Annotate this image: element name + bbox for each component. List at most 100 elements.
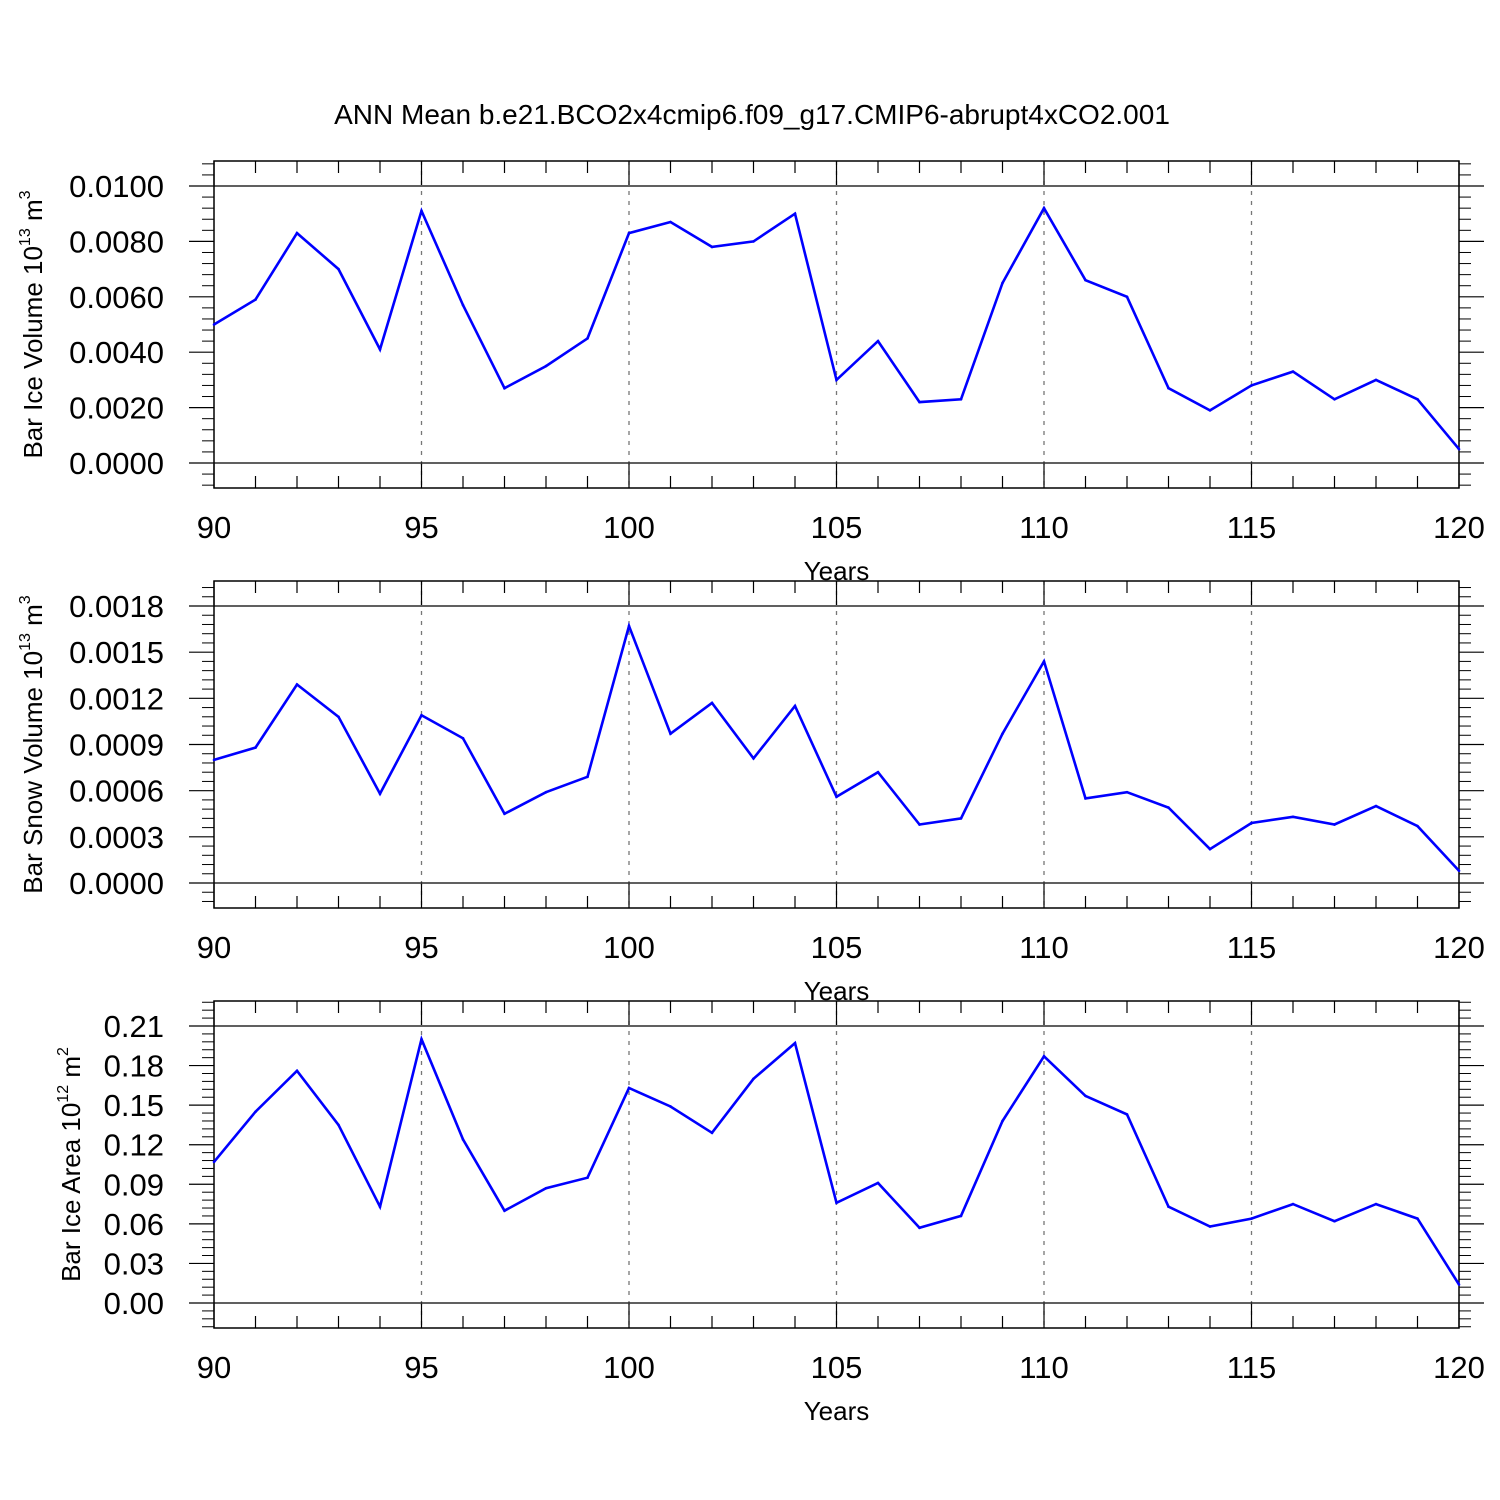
data-point [295, 683, 299, 686]
y-tick-label: 0.0009 [69, 728, 164, 763]
y-axis-title-unit: m [56, 1056, 86, 1085]
y-tick-label: 0.15 [104, 1088, 164, 1123]
data-point [586, 1176, 589, 1179]
data-point [1167, 386, 1170, 390]
chart-title: ANN Mean b.e21.BCO2x4cmip6.f09_g17.CMIP6… [334, 99, 1170, 130]
y-axis-title: Bar Ice Area 1012 m2 [55, 1047, 86, 1282]
y-tick-label: 0.03 [104, 1246, 164, 1281]
data-point [1291, 370, 1295, 373]
y-tick-label: 0.0000 [69, 866, 164, 901]
data-point [1084, 278, 1087, 282]
panel-2: 90 95 100 105 110 115 120Years0.00000.00030.00… [17, 580, 1485, 1006]
data-point [959, 397, 963, 401]
x-tick-label: 105 [811, 1350, 863, 1385]
x-tick-label: 115 [1227, 1350, 1276, 1385]
data-point [1457, 869, 1461, 872]
y-tick-label: 0.09 [104, 1167, 164, 1202]
x-tick-label: 95 [404, 1350, 438, 1385]
x-tick-label: 110 [1019, 510, 1068, 545]
data-point [337, 715, 340, 719]
x-tick-label: 100 [603, 930, 655, 965]
data-point [835, 1201, 838, 1205]
data-point [295, 231, 299, 235]
data-point [544, 790, 548, 794]
data-point [752, 757, 755, 760]
data-point [461, 1138, 465, 1141]
x-axis-title: Years [804, 1396, 870, 1426]
x-tick-label: 110 [1019, 1350, 1068, 1385]
data-point [586, 775, 589, 779]
y-axis-title-main: Bar Ice Volume 10 [18, 246, 48, 458]
data-point [1250, 821, 1253, 825]
data-point [1374, 378, 1378, 382]
x-tick-label: 90 [197, 510, 231, 545]
x-tick-label: 100 [603, 510, 655, 545]
data-point [1208, 1225, 1212, 1228]
data-point [254, 746, 257, 749]
data-point [337, 1123, 340, 1127]
data-point [295, 1069, 299, 1073]
y-axis-title-unit-exponent: 3 [17, 595, 34, 604]
data-point [1250, 1217, 1253, 1220]
data-point [461, 303, 465, 307]
data-point [212, 758, 216, 762]
x-tick-label: 95 [404, 930, 438, 965]
y-axis-title-exponent: 13 [17, 228, 34, 246]
data-point [1333, 397, 1336, 401]
data-point [1042, 206, 1046, 210]
data-point [1291, 1202, 1295, 1206]
data-point [254, 1110, 257, 1114]
data-point [1001, 281, 1004, 285]
data-point [876, 1181, 880, 1185]
y-tick-label: 0.0080 [69, 224, 164, 259]
data-point [378, 348, 382, 351]
data-point [1125, 790, 1129, 794]
data-point [1084, 797, 1087, 800]
y-axis-title: Bar Snow Volume 1013 m3 [17, 595, 48, 894]
y-tick-label: 0.0012 [69, 681, 164, 716]
y-axis-title-unit: m [18, 604, 48, 633]
y-tick-label: 0.0015 [69, 635, 164, 670]
x-tick-label: 105 [811, 930, 863, 965]
data-point [503, 386, 506, 390]
data-point [1416, 397, 1419, 401]
x-tick-label: 105 [811, 510, 863, 545]
data-point [1001, 1119, 1004, 1123]
data-point [1457, 1283, 1461, 1286]
data-point [212, 1160, 216, 1164]
y-axis-title-unit: m [18, 199, 48, 228]
data-point [876, 339, 880, 343]
x-tick-label: 90 [197, 930, 231, 965]
y-tick-label: 0.00 [104, 1286, 164, 1321]
y-tick-label: 0.0020 [69, 391, 164, 426]
data-point [669, 220, 672, 224]
x-tick-label: 95 [404, 510, 438, 545]
data-point [710, 245, 714, 249]
panel-3: 90 95 100 105 110 115 120 Years 0.00 0.03 0.06 0.09… [55, 1000, 1485, 1426]
y-axis-title-main: Bar Snow Volume 10 [18, 651, 48, 894]
y-axis-title-unit-exponent: 2 [55, 1047, 72, 1056]
data-point [710, 701, 714, 705]
y-axis-title-exponent: 13 [17, 633, 34, 651]
y-tick-label: 0.0060 [69, 280, 164, 315]
y-tick-label: 0.0100 [69, 169, 164, 204]
data-point [752, 240, 755, 243]
data-point [959, 817, 963, 820]
panel-1: 90 95 100 105 110 115 120Years0.00000.00200.00… [17, 160, 1485, 586]
data-point [627, 231, 631, 235]
data-point [420, 209, 423, 213]
data-point [752, 1077, 755, 1081]
data-point [669, 1105, 672, 1108]
data-point [254, 298, 257, 301]
data-point [876, 770, 880, 774]
x-tick-label: 115 [1227, 930, 1276, 965]
data-point [627, 624, 631, 628]
data-point [918, 1226, 921, 1230]
data-point [627, 1086, 631, 1090]
y-axis-title-unit-exponent: 3 [17, 190, 34, 199]
y-tick-label: 0.0003 [69, 820, 164, 855]
data-point [461, 737, 465, 740]
y-axis-title: Bar Ice Volume 1013 m3 [17, 190, 48, 458]
data-point [1374, 804, 1378, 808]
data-point [669, 732, 672, 736]
